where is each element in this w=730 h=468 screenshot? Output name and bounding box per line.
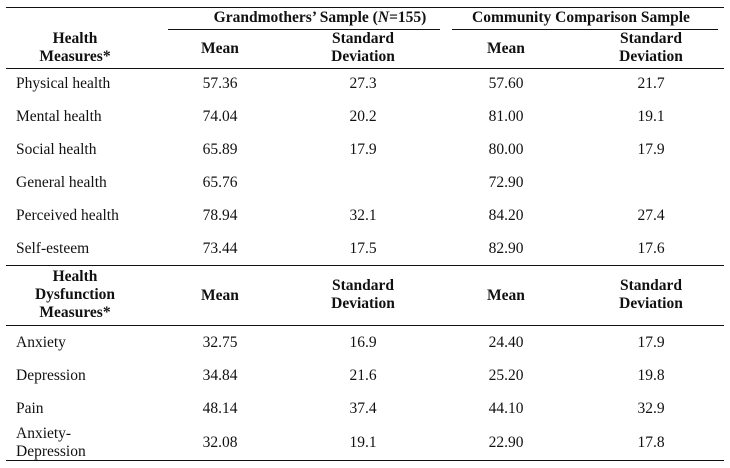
group-underline-grandmothers	[168, 29, 440, 30]
row-label: Mental health	[16, 108, 102, 125]
cell-gm-mean: 78.94	[202, 207, 238, 224]
col-header-line: Standard	[619, 30, 683, 47]
col-header-line: Deviation	[331, 295, 395, 312]
section2-header-rule	[6, 325, 724, 326]
col-header-line: Deviation	[619, 48, 683, 65]
group-header-text: =155)	[389, 9, 427, 26]
cell-cc-mean: 82.90	[488, 240, 524, 257]
cell-gm-mean: 65.89	[202, 141, 238, 158]
cell-gm-sd: 19.1	[349, 434, 377, 451]
row-label: Anxiety- Depression	[16, 425, 86, 461]
group-underline-community	[452, 29, 718, 30]
section2-title-line: Measures*	[39, 304, 111, 321]
cell-gm-mean: 65.76	[202, 174, 238, 191]
cell-cc-mean: 57.60	[488, 75, 524, 92]
cell-gm-sd: 21.6	[349, 367, 377, 384]
row-label: Self-esteem	[16, 240, 90, 257]
row-label: Anxiety	[16, 334, 66, 351]
col-header-gm-sd-2: Standard Deviation	[318, 277, 408, 313]
col-header-line: Standard	[619, 277, 683, 294]
row-label: Social health	[16, 141, 97, 158]
row-label: Perceived health	[16, 207, 119, 224]
cell-cc-sd: 17.9	[637, 334, 665, 351]
cell-cc-mean: 84.20	[488, 207, 524, 224]
cell-cc-sd: 27.4	[637, 207, 665, 224]
group-header-n: N	[377, 9, 390, 26]
section1-title-line: Measures*	[39, 48, 111, 65]
section1-title-line: Health	[52, 30, 98, 47]
col-header-cc-sd-2: Standard Deviation	[606, 277, 696, 313]
section2-title: Health Dysfunction Measures*	[10, 268, 140, 322]
col-header-line: Deviation	[331, 48, 395, 65]
cell-cc-sd: 19.8	[637, 367, 665, 384]
cell-gm-sd: 37.4	[349, 400, 377, 417]
col-header-cc-mean-2: Mean	[487, 287, 525, 304]
top-rule	[6, 7, 724, 8]
col-header-line: Standard	[331, 277, 395, 294]
bottom-rule	[6, 460, 724, 461]
cell-gm-sd: 20.2	[349, 108, 377, 125]
cell-gm-sd: 16.9	[349, 334, 377, 351]
cell-cc-sd: 17.8	[637, 434, 665, 451]
section1-header-rule	[6, 68, 724, 69]
cell-cc-mean: 22.90	[488, 434, 524, 451]
row-label-line: Anxiety-	[16, 425, 72, 442]
cell-gm-mean: 74.04	[202, 108, 238, 125]
row-label: Physical health	[16, 75, 111, 92]
cell-cc-mean: 44.10	[488, 400, 524, 417]
cell-gm-mean: 48.14	[202, 400, 238, 417]
cell-cc-sd: 32.9	[637, 400, 665, 417]
row-label-line: Depression	[16, 443, 86, 460]
col-header-line: Standard	[331, 30, 395, 47]
cell-gm-mean: 57.36	[202, 75, 238, 92]
group-header-community: Community Comparison Sample	[472, 9, 690, 26]
cell-cc-mean: 80.00	[488, 141, 524, 158]
cell-gm-sd: 27.3	[349, 75, 377, 92]
col-header-gm-mean-2: Mean	[201, 287, 239, 304]
cell-gm-mean: 34.84	[202, 367, 238, 384]
group-header-grandmothers: Grandmothers’ Sample (N=155)	[155, 9, 485, 27]
cell-cc-mean: 25.20	[488, 367, 524, 384]
col-header-cc-mean: Mean	[487, 40, 525, 57]
cell-cc-sd: 17.9	[637, 141, 665, 158]
section2-title-line: Health	[52, 268, 98, 285]
row-label: Depression	[16, 367, 86, 384]
cell-gm-sd: 32.1	[349, 207, 377, 224]
cell-gm-sd: 17.5	[349, 240, 377, 257]
cell-gm-mean: 32.75	[202, 334, 238, 351]
cell-cc-sd: 17.6	[637, 240, 665, 257]
section2-title-line: Dysfunction	[34, 286, 116, 303]
section-divider-rule	[6, 265, 724, 266]
cell-gm-sd: 17.9	[349, 141, 377, 158]
col-header-gm-sd: Standard Deviation	[318, 30, 408, 66]
cell-cc-sd: 21.7	[637, 75, 665, 92]
cell-cc-mean: 24.40	[488, 334, 524, 351]
cell-cc-sd: 19.1	[637, 108, 665, 125]
col-header-line: Deviation	[619, 295, 683, 312]
cell-cc-mean: 72.90	[488, 174, 524, 191]
cell-gm-mean: 32.08	[202, 434, 238, 451]
row-label: Pain	[16, 400, 44, 417]
col-header-gm-mean: Mean	[201, 40, 239, 57]
row-label: General health	[16, 174, 107, 191]
section1-title: Health Measures*	[20, 30, 130, 66]
cell-cc-mean: 81.00	[488, 108, 524, 125]
col-header-cc-sd: Standard Deviation	[606, 30, 696, 66]
group-header-text: Grandmothers’ Sample (	[213, 9, 378, 26]
cell-gm-mean: 73.44	[202, 240, 238, 257]
